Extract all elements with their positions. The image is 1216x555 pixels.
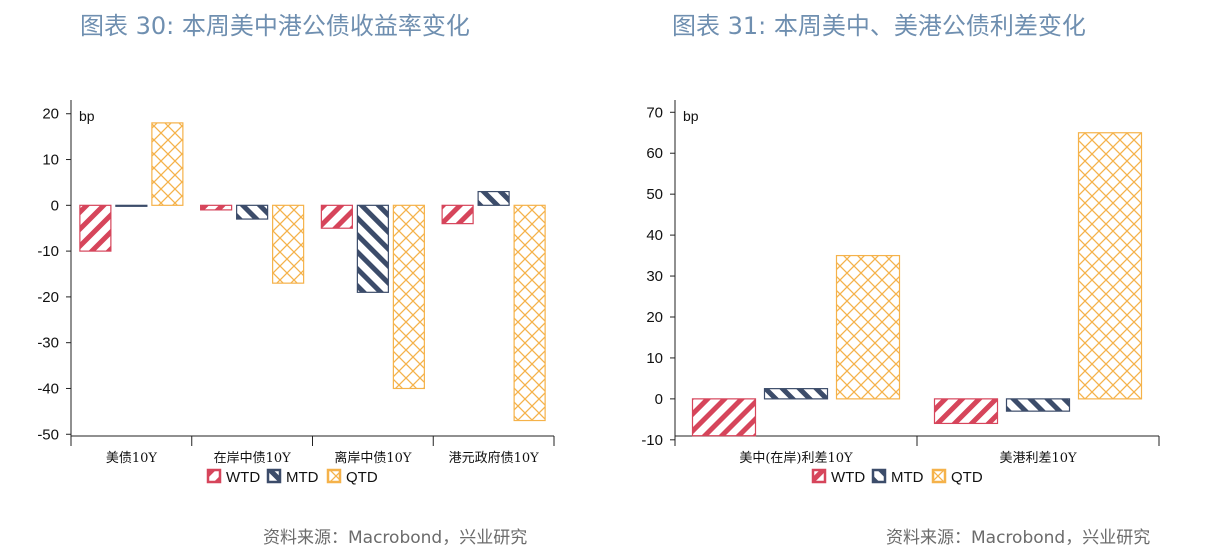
y-tick-label: -10 — [37, 243, 59, 260]
bar-qtd — [392, 204, 425, 390]
y-tick-label: 10 — [42, 152, 59, 169]
legend-item-wtd: WTD — [206, 468, 260, 486]
bar-wtd — [79, 204, 112, 252]
chart-30-title: 图表 30: 本周美中港公债收益率变化 — [80, 12, 470, 40]
y-tick: 0 — [655, 391, 675, 408]
legend-item-mtd: MTD — [266, 468, 319, 486]
y-tick: -10 — [641, 432, 675, 449]
bar-qtd — [1077, 132, 1143, 400]
y-tick-label: 50 — [646, 186, 663, 203]
y-tick: 40 — [646, 227, 675, 244]
y-tick: -10 — [37, 243, 71, 260]
bar-wtd — [320, 204, 353, 229]
legend-label: QTD — [346, 469, 378, 486]
legend-label: WTD — [226, 469, 260, 486]
y-tick: -20 — [37, 289, 71, 306]
legend-item-mtd: MTD — [871, 468, 924, 486]
legend-label: QTD — [951, 469, 983, 486]
chart-30-plot: 20 10 0 -10 -20 -30 -40 -50 bp 美债10Y 在岸中债10Y 离岸中债10… — [37, 100, 555, 486]
y-tick: 70 — [646, 104, 675, 121]
legend-swatch — [931, 468, 947, 484]
y-tick-label: -10 — [641, 432, 663, 449]
y-tick: 50 — [646, 186, 675, 203]
y-tick: 60 — [646, 145, 675, 162]
legend-swatch — [326, 468, 342, 484]
y-tick: -30 — [37, 335, 71, 352]
legend-swatch — [206, 468, 222, 484]
legend-item-wtd: WTD — [811, 468, 865, 486]
y-tick: 10 — [646, 350, 675, 367]
y-tick-label: 0 — [51, 197, 59, 214]
y-tick: -50 — [37, 426, 71, 443]
legend-label: WTD — [831, 469, 865, 486]
y-tick: 20 — [646, 309, 675, 326]
legend-swatch — [266, 468, 282, 484]
unit-label: bp — [683, 108, 699, 124]
y-tick-label: -30 — [37, 335, 59, 352]
bar-mtd — [477, 190, 510, 206]
y-tick-label: 20 — [42, 106, 59, 123]
y-tick-label: 70 — [646, 104, 663, 121]
y-tick-label: 0 — [655, 391, 663, 408]
bar-wtd — [933, 398, 999, 425]
chart-30-source: 资料来源：Macrobond，兴业研究 — [263, 528, 528, 548]
bar-qtd — [272, 204, 305, 284]
bar-wtd — [441, 204, 474, 225]
bar-mtd — [1005, 398, 1071, 412]
x-category-label: 美中(在岸)利差10Y — [739, 451, 853, 466]
chart-31-source: 资料来源：Macrobond，兴业研究 — [886, 528, 1151, 548]
bar-wtd — [691, 398, 757, 437]
y-tick: 20 — [42, 106, 71, 123]
bar-mtd — [763, 388, 829, 400]
legend-label: MTD — [891, 469, 924, 486]
x-category-label: 港元政府债10Y — [449, 451, 540, 466]
y-tick: 30 — [646, 268, 675, 285]
unit-label: bp — [79, 108, 95, 124]
bar-wtd — [200, 204, 233, 211]
y-tick: 0 — [51, 197, 71, 214]
chart-31-title: 图表 31: 本周美中、美港公债利差变化 — [672, 12, 1086, 40]
y-tick-label: -20 — [37, 289, 59, 306]
legend-item-qtd: QTD — [326, 468, 378, 486]
bar-qtd — [151, 122, 184, 206]
x-category-label: 离岸中债10Y — [334, 450, 412, 466]
y-tick-label: 60 — [646, 145, 663, 162]
chart-31-plot: 70 60 50 40 30 20 10 0 -10 bp 美中(在岸)利差10Y 美港利差10Y WT… — [641, 100, 1160, 486]
legend-item-qtd: QTD — [931, 468, 983, 486]
legend-swatch — [811, 468, 827, 484]
y-tick-label: 20 — [646, 309, 663, 326]
y-tick-label: -40 — [37, 380, 59, 397]
bar-qtd — [835, 254, 901, 400]
y-tick-label: -50 — [37, 426, 59, 443]
legend-swatch — [871, 468, 887, 484]
y-tick-label: 40 — [646, 227, 663, 244]
bar-qtd — [513, 204, 546, 422]
x-category-label: 美债10Y — [106, 451, 158, 466]
x-category-label: 在岸中债10Y — [214, 451, 292, 466]
x-category-label: 美港利差10Y — [999, 451, 1077, 466]
bar-mtd — [236, 204, 269, 220]
bar-mtd — [115, 204, 148, 207]
y-tick: -40 — [37, 380, 71, 397]
y-tick-label: 30 — [646, 268, 663, 285]
y-tick-label: 10 — [646, 350, 663, 367]
legend-label: MTD — [286, 469, 319, 486]
y-tick: 10 — [42, 152, 71, 169]
bar-mtd — [356, 204, 389, 293]
